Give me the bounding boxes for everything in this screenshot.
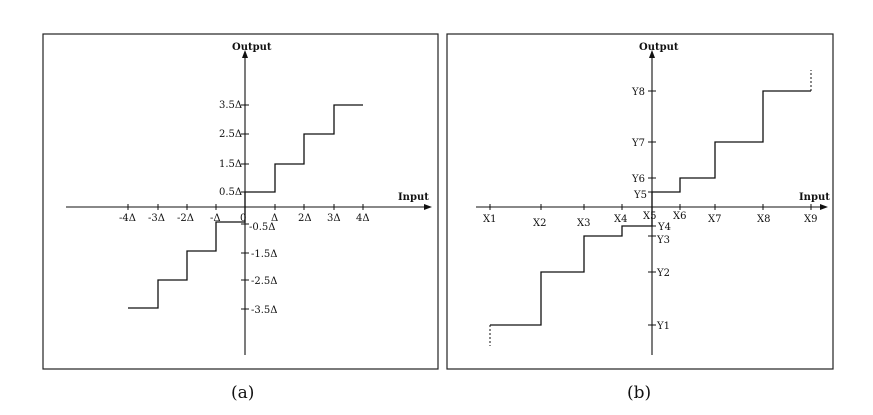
panel-a-x-arrow [424,204,432,210]
panel-b-x-label-3: X3 [577,218,590,229]
panel-b: Output Input X1 X2 X3 X4 X5 X6 X7 X8 X9 [446,33,834,403]
panel-b-x-ticks [489,204,812,210]
panel-b-border [446,33,834,370]
panel-a-y-label-neg-1-5: -1.5Δ [251,249,278,260]
panel-b-y-label-y2: Y2 [656,268,670,279]
panel-b-y-label-y1: Y1 [656,321,670,332]
panel-b-y-label-y4: Y4 [657,222,671,233]
panel-b-x-label-7: X7 [708,214,721,225]
panel-a-x-label-7: 2Δ [298,213,312,224]
panel-b-x-label-1: X1 [483,214,496,225]
panel-b-y-label-y6: Y6 [631,174,645,185]
panel-a-border [42,33,439,370]
panel-a-staircase [128,104,363,309]
panel-b-y-label-y5: Y5 [633,190,647,201]
panel-b-y-label-y7: Y7 [631,138,645,149]
panel-b-y-arrow [649,50,655,58]
panel-a: Output Input -4Δ -3Δ -2Δ -Δ 0 Δ 2Δ 3Δ 4Δ [42,33,439,403]
panel-a-y-label-1-5: 1.5Δ [219,159,242,170]
panel-b-staircase [490,90,811,326]
panel-a-y-label-neg-2-5: -2.5Δ [251,276,278,287]
panel-b-y-label-y8: Y8 [631,87,645,98]
panel-a-y-axis-title: Output [232,42,272,53]
panel-b-x-arrow [820,204,828,210]
panel-a-x-label-6: Δ [271,213,278,224]
panel-a-y-label-2-5: 2.5Δ [219,129,242,140]
panel-b-x-label-4: X4 [614,214,627,225]
panel-b-x-axis-title: Input [799,192,830,203]
panel-b-caption: (b) [627,383,651,403]
panel-a-x-label-1: -4Δ [119,213,136,224]
panel-a-x-label-3: -2Δ [177,213,194,224]
panel-a-x-label-5: 0 [240,213,246,224]
panel-b-y-axis-title: Output [639,42,679,53]
panel-a-caption: (a) [231,383,254,403]
panel-a-y-label-0-5: 0.5Δ [219,187,242,198]
panel-b-x-label-9: X9 [804,214,817,225]
panel-a-y-label-neg-3-5: -3.5Δ [251,305,278,316]
panel-a-x-label-9: 4Δ [356,213,370,224]
panel-a-x-ticks [127,204,364,210]
panel-a-x-label-4: -Δ [210,213,221,224]
panel-b-x-label-6: X6 [673,211,686,222]
panel-a-y-label-3-5: 3.5Δ [219,100,242,111]
panel-b-y-label-y3: Y3 [656,235,670,246]
panel-a-x-axis-title: Input [398,192,429,203]
panel-b-x-label-2: X2 [533,218,546,229]
panel-a-y-arrow [242,50,248,58]
panel-a-x-label-8: 3Δ [327,213,341,224]
panel-a-y-label-neg-0-5: -0.5Δ [249,222,276,233]
panel-b-x-label-8: X8 [757,214,770,225]
panel-b-x-label-5: X5 [643,211,656,222]
panel-a-x-label-2: -3Δ [148,213,165,224]
